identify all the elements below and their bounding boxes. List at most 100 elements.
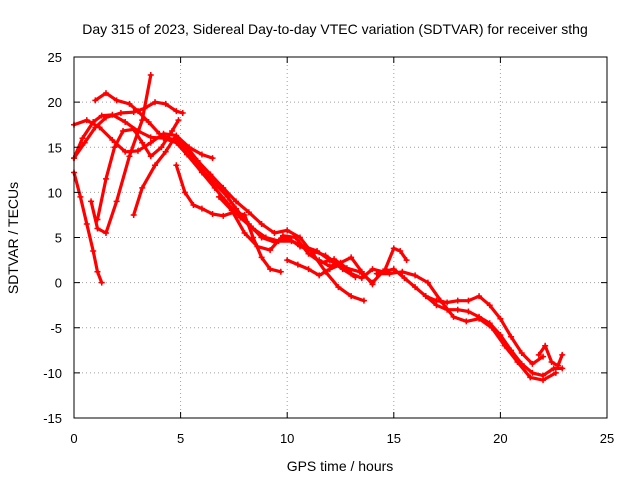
y-tick-label: 15 [48, 140, 62, 155]
data-point [122, 118, 129, 125]
data-point [358, 275, 365, 282]
y-tick-label: 5 [55, 231, 62, 246]
data-point [145, 118, 152, 125]
series-track-13 [422, 293, 547, 367]
data-point [162, 148, 169, 155]
data-point [337, 259, 344, 266]
data-point [476, 315, 483, 322]
data-point [113, 198, 120, 205]
data-point [126, 100, 133, 107]
data-point [147, 153, 154, 160]
series-line [93, 91, 353, 276]
data-point [147, 72, 154, 79]
data-point [403, 257, 410, 264]
data-point [331, 256, 338, 263]
data-point [92, 97, 99, 104]
data-point [267, 247, 274, 254]
data-point [94, 268, 101, 275]
data-point [348, 270, 355, 277]
data-point [369, 266, 376, 273]
data-point [463, 318, 470, 325]
data-point [444, 299, 451, 306]
data-point [527, 374, 534, 381]
data-point [258, 234, 265, 241]
data-point [476, 293, 483, 300]
data-point [233, 205, 240, 212]
data-point [335, 284, 342, 291]
data-point [433, 297, 440, 304]
data-point [233, 198, 240, 205]
series-track-1 [71, 169, 105, 286]
data-point [326, 263, 333, 270]
series-line [132, 136, 366, 303]
data-point [559, 365, 566, 372]
data-point [294, 261, 301, 268]
data-point [360, 297, 367, 304]
data-point [465, 297, 472, 304]
data-point [220, 184, 227, 191]
data-point [508, 333, 515, 340]
data-point [358, 268, 365, 275]
data-point [111, 144, 118, 151]
data-point [401, 275, 408, 282]
data-point [245, 209, 252, 216]
series-track-12 [373, 268, 559, 384]
data-point [130, 211, 137, 218]
data-point [109, 111, 116, 118]
data-point [83, 220, 90, 227]
data-point [134, 147, 141, 154]
data-point [198, 151, 205, 158]
data-point [152, 162, 159, 169]
plot-frame [73, 56, 608, 419]
data-point [198, 205, 205, 212]
data-point [542, 342, 549, 349]
series-track-15 [535, 342, 566, 369]
data-point [220, 212, 227, 219]
data-point [348, 254, 355, 261]
data-point [181, 141, 188, 148]
data-point [412, 272, 419, 279]
data-point [305, 266, 312, 273]
data-point [514, 359, 521, 366]
data-point [412, 284, 419, 291]
data-point [77, 193, 84, 200]
data-point [98, 112, 105, 119]
data-point [139, 184, 146, 191]
data-point [267, 266, 274, 273]
data-point [348, 293, 355, 300]
data-point [81, 139, 88, 146]
data-point [152, 99, 159, 106]
data-point [173, 108, 180, 115]
data-point [194, 157, 201, 164]
data-point [559, 351, 566, 358]
data-point [488, 324, 495, 331]
series-track-14 [316, 254, 376, 288]
data-point [134, 128, 141, 135]
series-track-11 [284, 257, 566, 379]
data-point [198, 166, 205, 173]
data-point [277, 268, 284, 275]
data-point [139, 117, 146, 124]
axis-ticks: 0 5 10 15 20 25 -15 -10 -5 0 5 10 15 20 25 [43, 50, 614, 446]
data-point [271, 229, 278, 236]
data-point [529, 369, 536, 376]
data-point [169, 128, 176, 135]
data-point [279, 232, 286, 239]
data-point [250, 234, 257, 241]
data-point [90, 248, 97, 255]
data-point [241, 211, 248, 218]
data-point [79, 135, 86, 142]
y-axis-label: SDTVAR / TECUs [5, 182, 21, 294]
data-point [120, 128, 127, 135]
data-point [254, 243, 261, 250]
data-point [399, 268, 406, 275]
data-point [548, 359, 555, 366]
data-point [130, 109, 137, 116]
y-tick-label: -5 [50, 321, 62, 336]
y-tick-label: -10 [43, 366, 62, 381]
data-point [228, 207, 235, 214]
x-tick-label: 0 [70, 431, 77, 446]
data-point [322, 252, 329, 259]
data-point [554, 362, 561, 369]
